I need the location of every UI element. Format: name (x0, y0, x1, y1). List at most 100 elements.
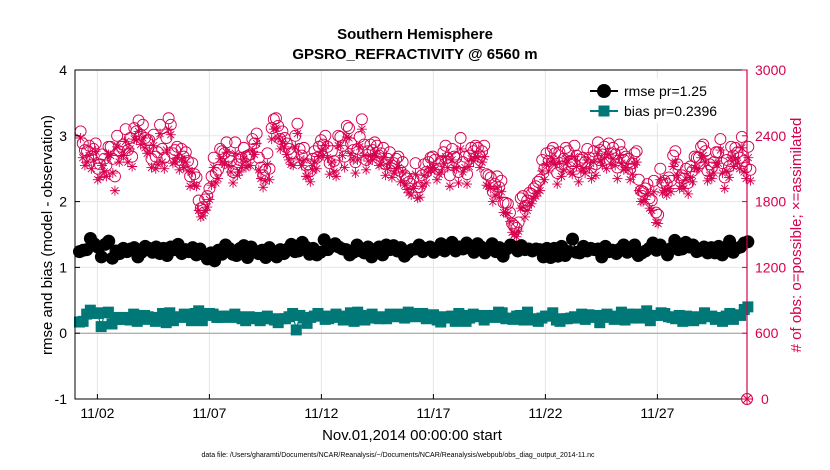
obs-assimilated-point (335, 140, 346, 151)
obs-assimilated-point (210, 177, 221, 188)
bias-point (615, 306, 627, 318)
obs-assimilated-point (204, 194, 215, 205)
obs-possible-point (454, 132, 467, 144)
obs-possible-point (160, 132, 173, 144)
obs-assimilated-point (230, 148, 241, 159)
obs-assimilated-point (663, 183, 674, 194)
obs-assimilated-point (554, 158, 565, 169)
obs-assimilated-point (526, 198, 537, 209)
y-tick-label: 0 (59, 325, 67, 341)
obs-possible-point (128, 122, 141, 135)
obs-assimilated-point (75, 132, 86, 143)
obs-assimilated-point (213, 173, 224, 184)
series-bias (73, 301, 754, 336)
obs-assimilated-point (597, 160, 608, 171)
x-tick-label: 11/22 (528, 405, 562, 421)
obs-possible-point (669, 145, 682, 158)
obs-assimilated-point (140, 142, 151, 153)
obs-possible-point (516, 190, 529, 203)
obs-assimilated-point (221, 147, 232, 158)
obs-assimilated-point (397, 166, 408, 177)
obs-assimilated-point (462, 179, 473, 190)
obs-assimilated-point (479, 151, 490, 162)
obs-possible-point (613, 138, 626, 151)
obs-assimilated-point (305, 176, 316, 187)
obs-assimilated-point (270, 123, 281, 134)
obs-assimilated-point (739, 166, 750, 177)
obs-assimilated-point (367, 154, 378, 165)
obs-assimilated-point (474, 162, 485, 173)
obs-assimilated-point (253, 164, 264, 175)
obs-possible-point (546, 141, 559, 154)
obs-possible-point (630, 145, 643, 158)
obs-assimilated-point (363, 156, 374, 167)
obs-assimilated-point (316, 146, 327, 157)
y-tick-label: 2 (59, 194, 67, 210)
obs-assimilated-point (127, 161, 138, 172)
y2-tick-label: 1800 (755, 194, 786, 210)
obs-possible-point (229, 136, 242, 149)
obs-assimilated-point (515, 203, 526, 214)
obs-assimilated-point (150, 163, 161, 174)
x-tick-label: 11/12 (304, 405, 338, 421)
obs-assimilated-point (590, 170, 601, 181)
obs-possible-point (188, 168, 201, 181)
obs-assimilated-point (595, 156, 606, 167)
obs-assimilated-point (625, 174, 636, 185)
obs-assimilated-point (726, 152, 737, 163)
obs-assimilated-point (661, 190, 672, 201)
obs-assimilated-point (545, 157, 556, 168)
y-tick-label: 3 (59, 128, 67, 144)
obs-possible-point (551, 167, 564, 180)
obs-possible-point (697, 138, 710, 151)
obs-assimilated-point (666, 186, 677, 197)
obs-possible-point (553, 146, 566, 159)
obs-assimilated-point (208, 162, 219, 173)
obs-assimilated-point (260, 175, 271, 186)
obs-possible-point (297, 141, 310, 154)
bias-point (518, 314, 530, 326)
legend-bias-label: bias pr=0.2396 (624, 103, 717, 119)
obs-assimilated-point (298, 154, 309, 165)
rmse-point (741, 235, 755, 249)
obs-assimilated-point (670, 157, 681, 168)
obs-assimilated-point (133, 126, 144, 137)
obs-assimilated-point (524, 197, 535, 208)
obs-possible-point (368, 136, 381, 149)
obs-assimilated-point (165, 129, 176, 140)
obs-assimilated-point (399, 180, 410, 191)
obs-assimilated-point (354, 141, 365, 152)
bias-point (695, 313, 707, 325)
legend: rmse pr=1.25 bias pr=0.2396 (583, 78, 741, 123)
bias-point (128, 308, 140, 320)
obs-assimilated-point (612, 173, 623, 184)
obs-assimilated-point (202, 202, 213, 213)
bias-point (164, 307, 176, 319)
bias-point (290, 324, 302, 336)
obs-assimilated-point (389, 168, 400, 179)
obs-possible-point (482, 169, 495, 182)
obs-possible-point (136, 118, 149, 131)
obs-assimilated-point (500, 207, 511, 218)
chart-subtitle: GPSRO_REFRACTIVITY @ 6560 m (292, 46, 537, 63)
obs-assimilated-point (623, 164, 634, 175)
obs-assimilated-point (627, 169, 638, 180)
x-axis-label: Nov.01,2014 00:00:00 start (322, 427, 503, 444)
obs-assimilated-point (668, 161, 679, 172)
obs-assimilated-point (444, 181, 455, 192)
obs-assimilated-point (487, 196, 498, 207)
obs-assimilated-point (492, 182, 503, 193)
obs-assimilated-point (687, 176, 698, 187)
series-rmse (72, 231, 755, 268)
obs-assimilated-point (97, 160, 108, 171)
bias-point (193, 305, 205, 317)
obs-assimilated-point (324, 169, 335, 180)
obs-possible-point (536, 153, 549, 166)
obs-assimilated-point (264, 174, 275, 185)
obs-assimilated-point (547, 153, 558, 164)
obs-assimilated-point (326, 157, 337, 168)
obs-assimilated-point (195, 211, 206, 222)
obs-assimilated-point (228, 177, 239, 188)
bias-point (399, 312, 411, 324)
obs-assimilated-point (721, 165, 732, 176)
